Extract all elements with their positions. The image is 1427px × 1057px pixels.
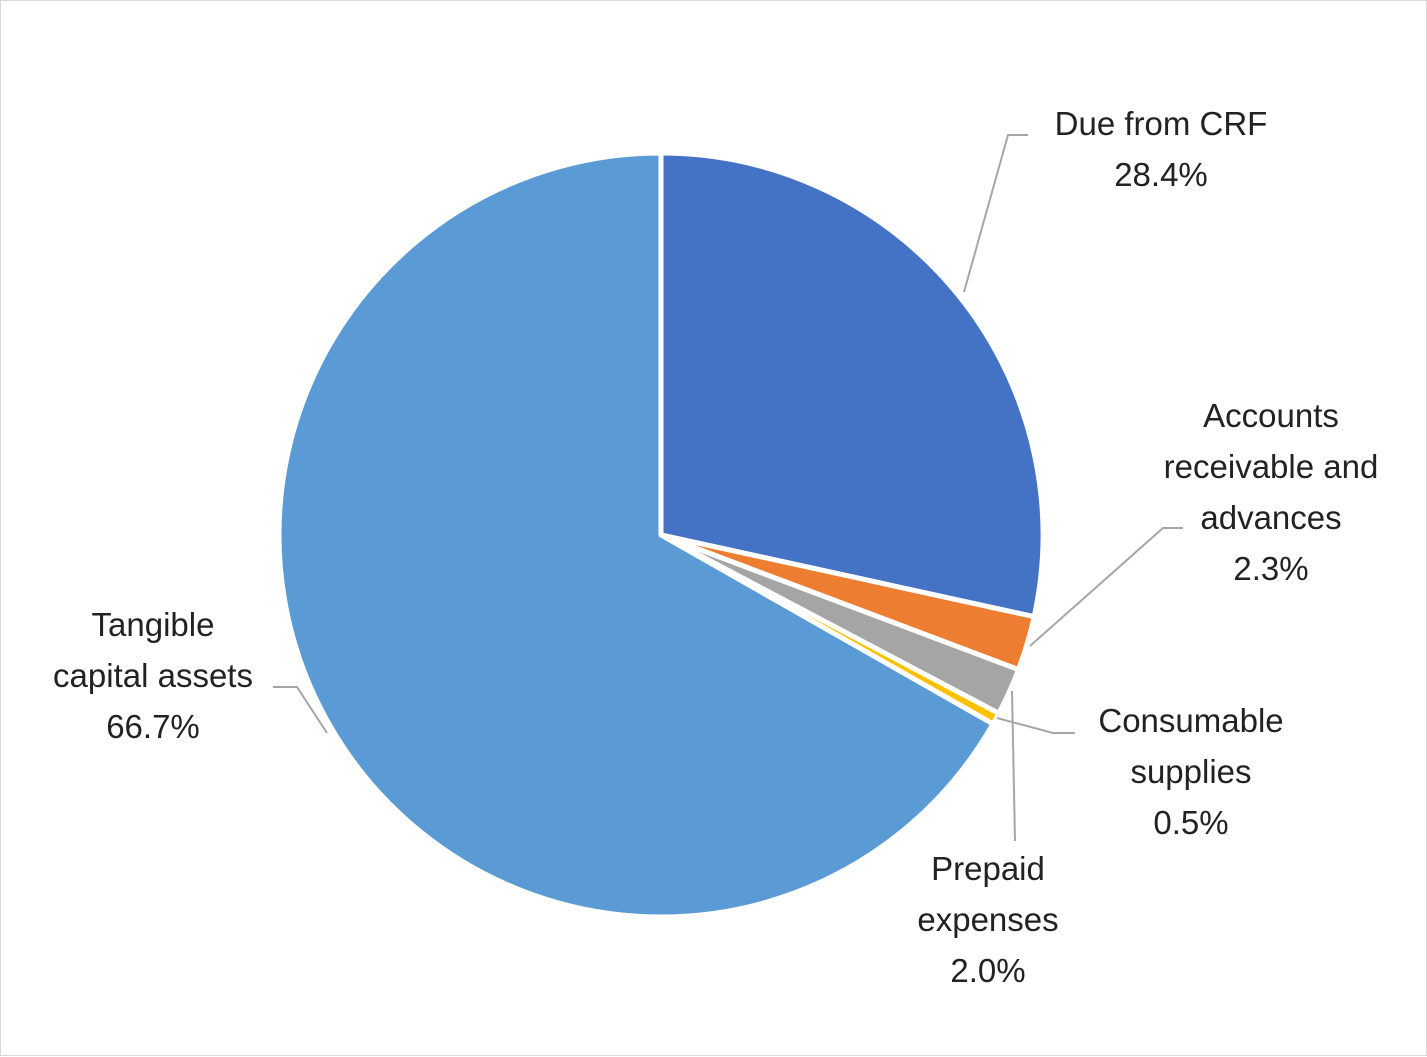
data-label-value: 0.5% [1153,804,1228,841]
data-label-text: receivable and [1164,448,1379,485]
leader-line-1 [1029,527,1183,647]
data-label-text: advances [1200,499,1341,536]
data-label-text: Due from CRF [1055,105,1268,142]
data-label-consumable-supplies: Consumable supplies 0.5% [1098,702,1283,841]
data-label-prepaid-expenses: Prepaid expenses 2.0% [917,850,1058,989]
data-label-value: 2.3% [1233,550,1308,587]
data-label-tangible-capital-assets: Tangible capital assets 66.7% [53,606,253,745]
leader-line-2 [1011,690,1016,842]
leader-line-4 [273,686,328,734]
data-label-value: 28.4% [1114,156,1208,193]
leader-line-3 [996,717,1075,734]
data-label-due-from-crf: Due from CRF 28.4% [1055,105,1268,193]
leader-line-0 [963,134,1028,293]
pie-slice-due-from-crf [658,150,1046,620]
data-label-text: Consumable [1098,702,1283,739]
data-labels: Due from CRF 28.4% Accounts receivable and a… [53,105,1378,989]
data-label-text: expenses [917,901,1058,938]
data-label-text: capital assets [53,657,253,694]
data-label-text: Prepaid [931,850,1045,887]
data-label-accounts-receivable-and-advances: Accounts receivable and advances 2.3% [1164,397,1379,587]
pie-slices [276,150,1046,920]
data-label-text: supplies [1130,753,1251,790]
data-label-text: Tangible [92,606,215,643]
pie-slice-tangible-capital-assets [276,150,996,920]
data-label-text: Accounts [1203,397,1339,434]
leader-lines [273,134,1183,842]
data-label-value: 2.0% [950,952,1025,989]
data-label-value: 66.7% [106,708,200,745]
